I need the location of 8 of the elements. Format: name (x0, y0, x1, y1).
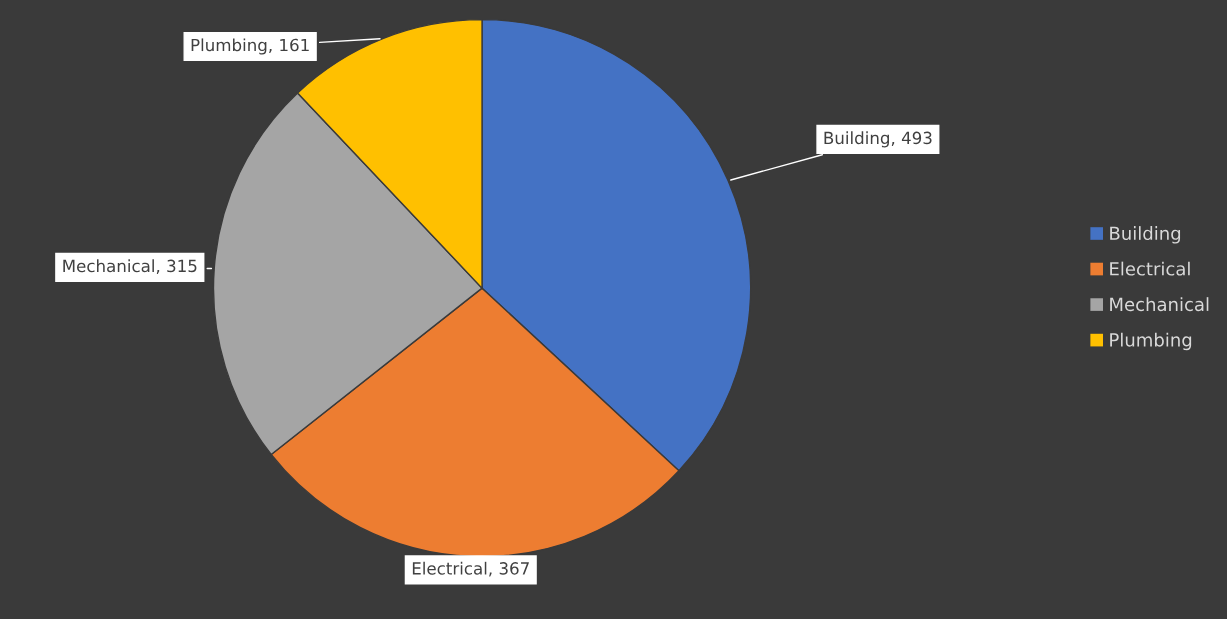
legend-label: Mechanical (1110, 297, 1209, 312)
legend-label: Building (1110, 226, 1181, 244)
legend-label: Electrical (1110, 261, 1190, 276)
data-label: Plumbing, 161 (191, 38, 309, 55)
data-label: Building, 493 (824, 131, 932, 148)
data-label: Mechanical, 315 (63, 259, 197, 274)
legend-label: Plumbing (1110, 332, 1192, 351)
data-label: Electrical, 367 (412, 561, 529, 577)
